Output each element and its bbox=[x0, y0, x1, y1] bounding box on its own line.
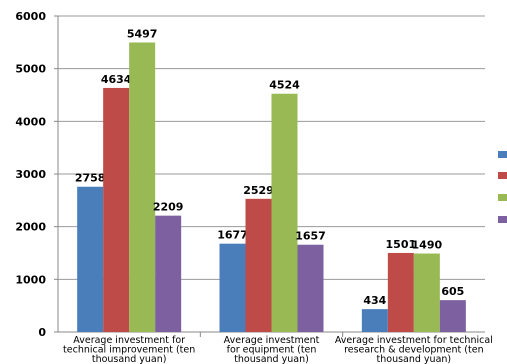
bar bbox=[129, 42, 156, 332]
bar bbox=[77, 186, 104, 332]
y-tick-label: 2000 bbox=[15, 221, 46, 234]
bar-data-label: 1677 bbox=[217, 229, 248, 242]
y-tick-label: 0 bbox=[38, 326, 46, 339]
bar-data-label: 1657 bbox=[295, 230, 326, 243]
x-category-label: Average investment for bbox=[73, 335, 185, 346]
x-category-label: thousand yuan) bbox=[377, 354, 452, 364]
y-tick-label: 1000 bbox=[15, 273, 46, 286]
x-category-label: thousand yuan) bbox=[92, 354, 167, 364]
x-category-label: Average investment bbox=[224, 335, 320, 346]
y-tick-label: 4000 bbox=[15, 115, 46, 128]
bar bbox=[103, 87, 130, 333]
bar bbox=[245, 198, 272, 332]
x-category-label: research & development (ten bbox=[344, 345, 484, 356]
bar bbox=[387, 252, 414, 332]
y-tick-label: 6000 bbox=[15, 10, 46, 23]
bar bbox=[271, 93, 298, 333]
bar bbox=[439, 300, 466, 332]
bar-data-label: 4524 bbox=[269, 79, 300, 92]
x-category-label: technical improvement (ten bbox=[63, 345, 195, 356]
legend-swatch bbox=[498, 216, 507, 223]
legend-swatch bbox=[498, 151, 507, 158]
bar-data-label: 605 bbox=[441, 285, 464, 298]
bar bbox=[413, 253, 440, 332]
legend-swatch bbox=[498, 194, 507, 201]
x-category-label: thousand yuan) bbox=[234, 354, 309, 364]
bar-data-label: 2529 bbox=[243, 184, 274, 197]
bar-data-label: 434 bbox=[363, 294, 386, 307]
bar bbox=[297, 244, 324, 332]
bar-data-label: 1490 bbox=[412, 239, 443, 252]
y-tick-label: 3000 bbox=[15, 168, 46, 181]
bar bbox=[361, 309, 388, 332]
legend-swatch bbox=[498, 172, 507, 179]
bar-data-label: 2758 bbox=[75, 172, 106, 185]
bar bbox=[219, 243, 246, 332]
y-tick-label: 5000 bbox=[15, 63, 46, 76]
bar bbox=[155, 215, 182, 332]
x-category-label: for equipment (ten bbox=[227, 345, 317, 356]
bar-data-label: 4634 bbox=[101, 73, 132, 86]
bar-data-label: 5497 bbox=[127, 27, 158, 40]
bar-data-label: 1501 bbox=[386, 238, 417, 251]
bar-data-label: 2209 bbox=[153, 201, 184, 214]
x-category-label: Average investment for technical bbox=[335, 335, 493, 346]
